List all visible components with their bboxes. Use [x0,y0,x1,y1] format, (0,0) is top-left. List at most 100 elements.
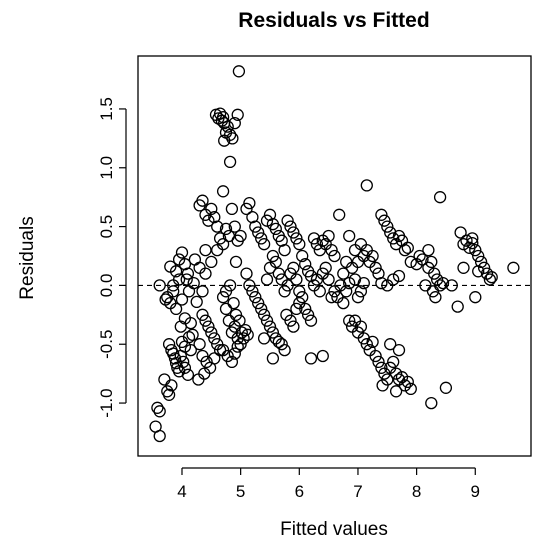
data-point [422,243,435,257]
data-point [205,255,218,269]
data-point [416,253,429,266]
data-point [211,243,224,257]
data-point [278,243,291,257]
data-point [165,379,178,392]
data-point [223,279,237,292]
data-point [167,279,180,292]
data-point [272,267,285,280]
data-point [413,249,426,263]
data-point [507,261,520,274]
data-point [436,276,450,290]
data-point [375,276,388,290]
data-point [287,320,300,333]
y-tick-label: -1.0 [97,388,116,417]
data-point [182,331,196,344]
data-point [384,338,397,351]
y-tick-label: 1.0 [97,156,116,180]
data-point [354,320,368,333]
data-point [153,429,166,443]
data-point [281,279,294,292]
data-point [257,238,271,251]
data-point [354,238,368,251]
data-point [351,291,365,304]
data-point [392,269,406,283]
data-point [369,261,382,274]
data-point [307,232,321,245]
data-point [430,273,444,286]
data-point [269,222,282,236]
data-point [192,373,205,386]
data-point [325,291,338,304]
data-point [260,273,274,286]
data-point [301,308,315,321]
data-point [193,338,206,351]
data-point [225,355,239,369]
data-point [175,246,189,259]
data-point [213,343,227,357]
data-point [466,236,479,250]
data-point [378,214,391,227]
data-point [249,220,262,233]
data-point [472,265,485,278]
data-point [255,302,268,316]
data-point [290,232,303,245]
data-point [234,229,247,243]
data-point [389,367,403,380]
y-tick-label: 1.5 [97,97,116,121]
data-point [229,255,243,269]
data-point [227,296,240,310]
data-point [466,232,479,245]
data-point [235,326,248,339]
data-point [184,343,197,357]
data-point [357,276,370,290]
data-point [404,382,417,396]
x-tick-label: 4 [177,482,186,501]
y-tick-label: 0.0 [97,274,116,298]
data-point [199,314,212,327]
data-point [257,332,271,345]
data-point [211,220,224,233]
data-point [153,279,166,292]
data-point [392,343,406,357]
data-point [162,388,176,401]
data-point [202,320,215,333]
data-point [425,255,438,269]
data-point [439,381,453,394]
data-point [366,335,379,349]
plot-frame [137,55,532,457]
data-point [216,291,230,304]
data-point [159,293,172,306]
data-point [460,234,473,247]
data-point [196,285,209,298]
data-point [384,226,397,239]
data-point [360,179,373,192]
data-point [200,355,213,369]
data-point [240,202,253,216]
data-point [375,361,388,374]
data-point [181,267,195,280]
data-point [477,261,491,274]
data-point [228,347,241,360]
data-point [266,249,280,263]
data-point [304,314,318,327]
x-axis: 4 5 6 7 8 9 [177,467,480,501]
data-point [366,249,379,263]
data-point [287,226,300,239]
data-point [241,328,254,341]
data-point [469,291,482,304]
data-point [389,238,403,251]
data-point [175,293,189,306]
data-point [290,302,303,316]
data-point [199,243,212,257]
data-point [169,265,183,278]
data-point [299,258,312,271]
data-point [322,273,335,286]
data-point [293,285,306,298]
data-point [231,340,244,353]
data-point [293,238,306,251]
data-point [231,108,244,121]
data-point [401,375,414,389]
data-point [278,343,291,357]
data-point [228,220,241,233]
data-point [219,302,233,316]
